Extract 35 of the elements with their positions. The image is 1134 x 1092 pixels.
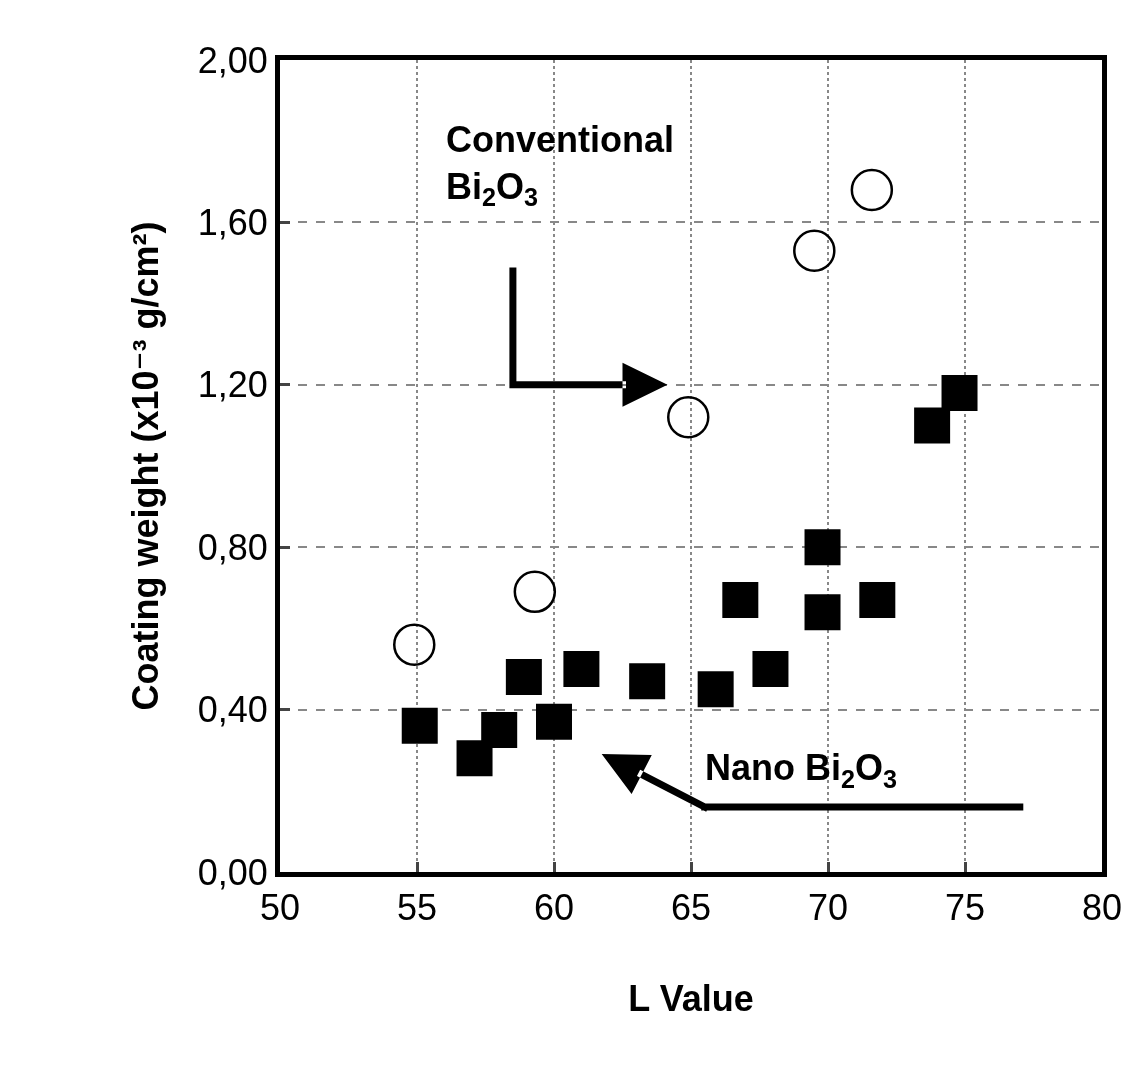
point	[667, 396, 710, 439]
y-tick-label: 0,40	[197, 689, 268, 731]
y-tick-label: 0,80	[197, 526, 268, 568]
point	[513, 570, 557, 614]
point	[697, 671, 734, 708]
point	[752, 651, 789, 687]
y-axis-title: Coating weight (x10⁻³ g/cm²)	[124, 221, 166, 711]
y-tick-label: 1,20	[197, 364, 268, 406]
point	[793, 229, 836, 273]
point	[804, 529, 841, 566]
point	[563, 651, 600, 687]
annotation: Conventional Bi$_{2}$O$_{3}$	[446, 119, 675, 212]
point	[941, 374, 978, 411]
point	[804, 594, 841, 631]
point	[629, 663, 666, 700]
point	[914, 407, 951, 444]
annotation: Nano Bi$_{2}$O$_{3}$	[705, 747, 898, 793]
y-tick-label: 2,00	[197, 39, 268, 81]
point	[505, 659, 542, 696]
point	[481, 711, 518, 748]
point	[393, 623, 436, 666]
x-tick-label: 65	[670, 887, 712, 929]
point	[536, 703, 572, 740]
y-tick-label: 1,60	[197, 202, 268, 243]
x-tick-label: 70	[807, 887, 849, 929]
x-axis-title: L Value	[628, 977, 754, 1019]
point	[722, 581, 759, 618]
x-tick-label: 55	[396, 887, 438, 929]
point	[859, 581, 896, 618]
x-tick-label: 60	[533, 887, 575, 929]
point	[401, 707, 438, 744]
x-tick-label: 80	[1081, 887, 1123, 929]
x-tick-label: 75	[944, 887, 986, 929]
point	[456, 740, 493, 777]
point	[850, 168, 894, 212]
